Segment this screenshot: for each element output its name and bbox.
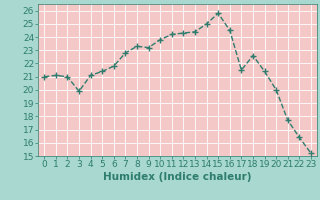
X-axis label: Humidex (Indice chaleur): Humidex (Indice chaleur) xyxy=(103,172,252,182)
